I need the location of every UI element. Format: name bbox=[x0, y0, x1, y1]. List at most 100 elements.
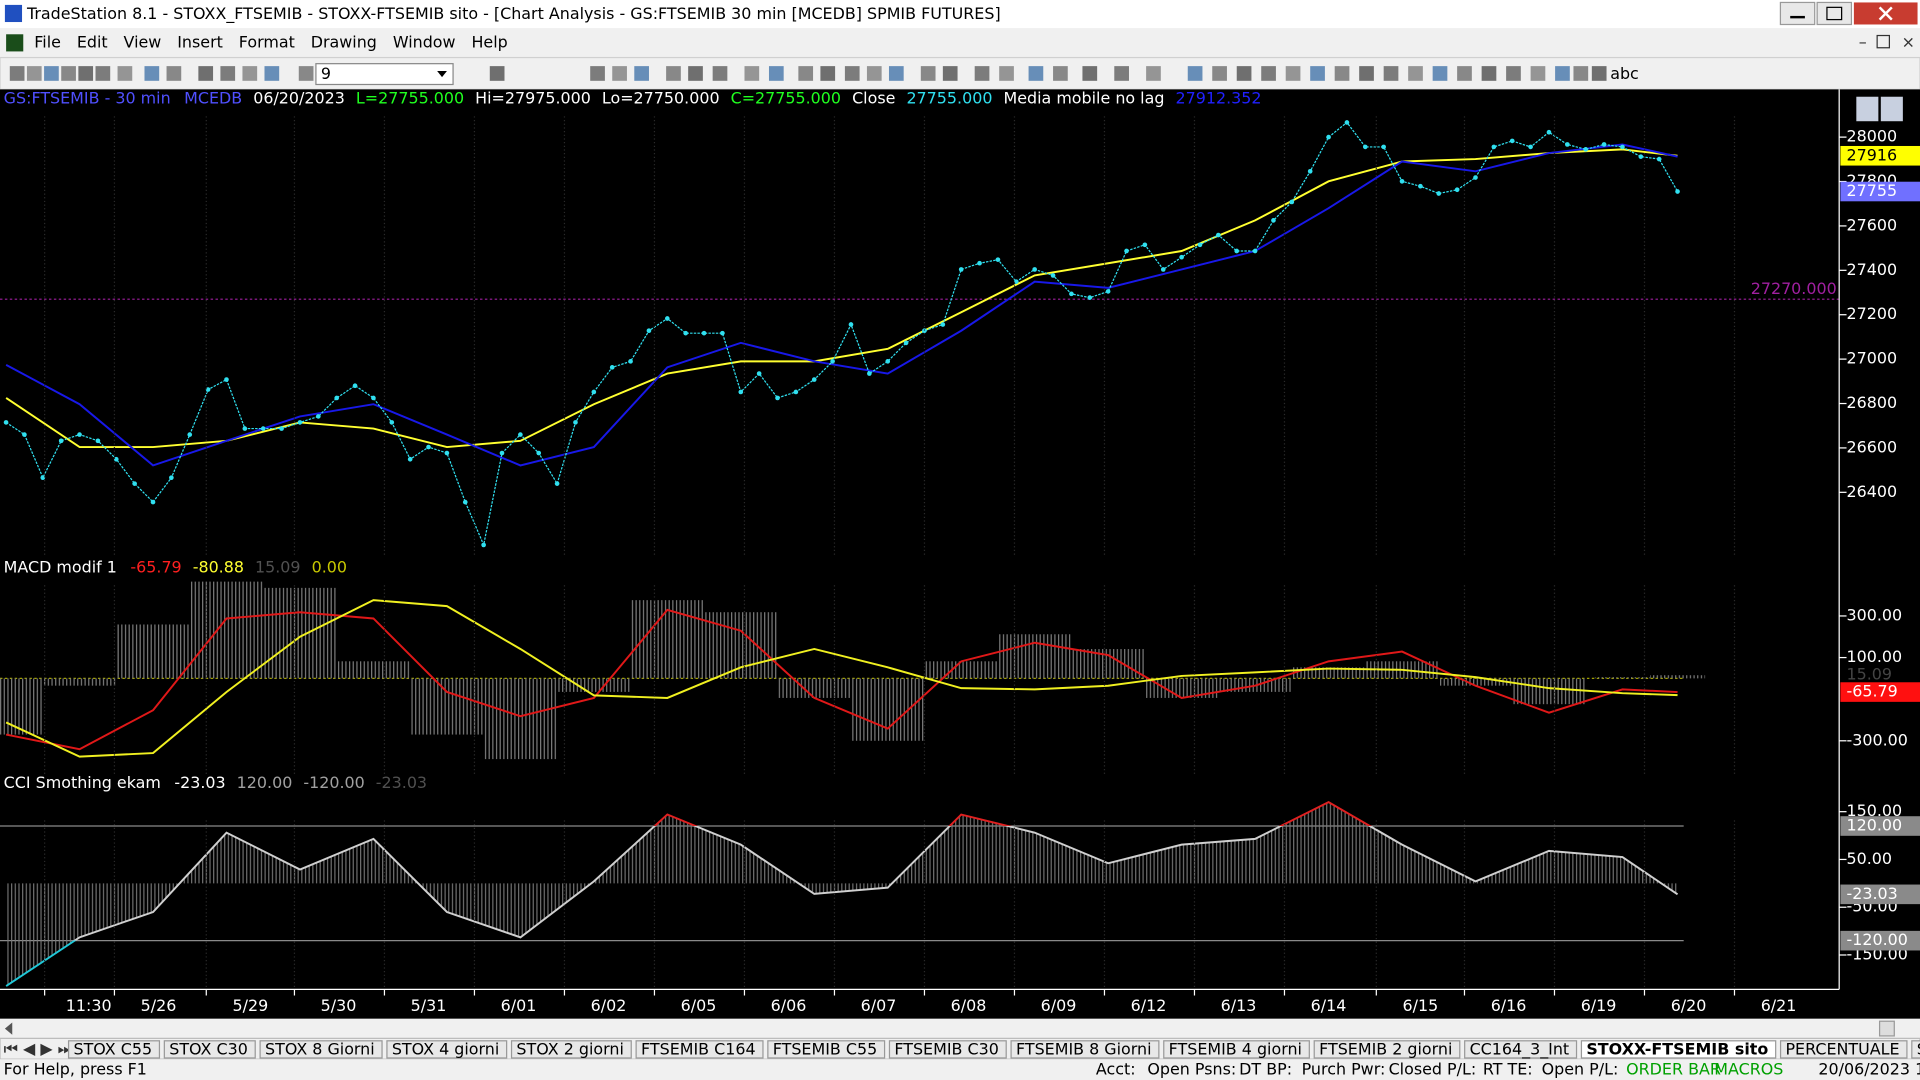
toolbar-icon[interactable] bbox=[688, 66, 703, 81]
tab[interactable] bbox=[888, 1040, 1007, 1059]
tab[interactable] bbox=[1911, 1040, 1920, 1059]
toolbar-icon[interactable] bbox=[1555, 66, 1570, 81]
tab[interactable] bbox=[1010, 1040, 1160, 1059]
toolbar-icon[interactable] bbox=[820, 66, 836, 81]
tab-label[interactable]: FTSEMIB 4 giorni bbox=[1169, 1040, 1302, 1059]
toolbar-icon[interactable] bbox=[866, 66, 882, 81]
tab[interactable] bbox=[259, 1040, 383, 1059]
minimize-button[interactable] bbox=[1779, 1, 1816, 26]
menu-item[interactable]: Drawing bbox=[311, 32, 377, 51]
toolbar-icon[interactable] bbox=[666, 66, 681, 81]
tab-label[interactable]: STOX vs BUND bbox=[1917, 1040, 1920, 1059]
toolbar-icon[interactable] bbox=[798, 66, 814, 81]
toolbar-icon[interactable] bbox=[590, 66, 605, 81]
menu-item[interactable]: File bbox=[34, 32, 61, 51]
tab[interactable] bbox=[767, 1040, 886, 1059]
toolbar-icon[interactable] bbox=[78, 66, 94, 81]
toolbar-icon[interactable] bbox=[1506, 66, 1521, 81]
toolbar-icon[interactable] bbox=[1146, 66, 1161, 81]
toolbar-icon[interactable] bbox=[489, 66, 505, 81]
chart-min-button[interactable] bbox=[1856, 96, 1879, 122]
tab[interactable] bbox=[1313, 1040, 1461, 1059]
toolbar-icon[interactable] bbox=[768, 66, 784, 81]
tab-label[interactable]: STOX C30 bbox=[169, 1040, 248, 1059]
toolbar-icon[interactable] bbox=[920, 66, 936, 81]
tab[interactable] bbox=[67, 1040, 161, 1059]
tab-nav[interactable]: ⏮ ◀ ▶ ⏭ bbox=[4, 1039, 72, 1058]
tab-label[interactable]: FTSEMIB 2 giorni bbox=[1319, 1040, 1452, 1059]
tab-label[interactable]: CC164_3_Int bbox=[1470, 1040, 1570, 1060]
toolbar-icon[interactable] bbox=[9, 66, 25, 81]
toolbar-icon[interactable] bbox=[242, 66, 258, 81]
toolbar-icon[interactable] bbox=[1359, 66, 1374, 81]
scrollbar[interactable] bbox=[0, 1018, 1920, 1039]
toolbar-icon[interactable] bbox=[1285, 66, 1301, 81]
tab-label[interactable]: FTSEMIB C30 bbox=[894, 1040, 998, 1059]
tab[interactable] bbox=[1779, 1040, 1908, 1059]
tab-label[interactable]: FTSEMIB C164 bbox=[641, 1040, 756, 1059]
toolbar-icon[interactable] bbox=[1481, 66, 1497, 81]
toolbar-icon[interactable] bbox=[1334, 66, 1350, 81]
mdi-restore[interactable] bbox=[1876, 34, 1890, 49]
toolbar-icon[interactable] bbox=[942, 66, 958, 81]
toolbar-icon[interactable] bbox=[1591, 66, 1607, 81]
scroll-left[interactable] bbox=[4, 1022, 13, 1035]
tab-label[interactable]: PERCENTUALE bbox=[1785, 1040, 1899, 1059]
toolbar-icon[interactable] bbox=[1028, 66, 1044, 81]
toolbar-icon[interactable] bbox=[1261, 66, 1276, 81]
toolbar-icon[interactable] bbox=[264, 66, 280, 81]
toolbar-icon[interactable] bbox=[198, 66, 214, 81]
toolbar-icon[interactable] bbox=[95, 66, 111, 81]
toolbar-icon[interactable] bbox=[144, 66, 160, 81]
toolbar-icon[interactable] bbox=[44, 66, 59, 81]
toolbar-icon[interactable] bbox=[712, 66, 728, 81]
menu-item[interactable]: Help bbox=[471, 32, 507, 51]
tab[interactable] bbox=[163, 1040, 256, 1059]
tab[interactable] bbox=[510, 1040, 632, 1059]
tab-label[interactable]: STOX 8 Giorni bbox=[265, 1040, 375, 1059]
menu-item[interactable]: Edit bbox=[77, 32, 108, 51]
toolbar-icon[interactable] bbox=[1383, 66, 1399, 81]
toolbar-icon[interactable] bbox=[1236, 66, 1252, 81]
text-tool[interactable]: abc bbox=[1610, 64, 1639, 83]
maximize-button[interactable] bbox=[1816, 1, 1853, 26]
toolbar-icon[interactable] bbox=[1408, 66, 1423, 81]
toolbar-icon[interactable] bbox=[612, 66, 627, 81]
toolbar-icon[interactable] bbox=[1432, 66, 1448, 81]
mdi-minimize[interactable]: – bbox=[1859, 32, 1867, 51]
tab-label[interactable]: FTSEMIB C55 bbox=[773, 1040, 877, 1059]
menu-item[interactable]: Window bbox=[393, 32, 456, 51]
scroll-thumb[interactable] bbox=[1878, 1020, 1895, 1037]
tab[interactable] bbox=[386, 1040, 508, 1059]
toolbar-icon[interactable] bbox=[1573, 66, 1589, 81]
toolbar-icon[interactable] bbox=[61, 66, 76, 81]
toolbar-icon[interactable] bbox=[1530, 66, 1546, 81]
toolbar-icon[interactable] bbox=[166, 66, 182, 81]
tab-label[interactable]: STOX 2 giorni bbox=[516, 1040, 623, 1059]
toolbar-icon[interactable] bbox=[298, 66, 314, 81]
toolbar-icon[interactable] bbox=[999, 66, 1014, 81]
mdi-close[interactable]: × bbox=[1902, 32, 1915, 51]
toolbar-icon[interactable] bbox=[1082, 66, 1098, 81]
toolbar-icon[interactable] bbox=[1114, 66, 1129, 81]
tab-label[interactable]: FTSEMIB 8 Giorni bbox=[1016, 1040, 1152, 1059]
toolbar-icon[interactable] bbox=[1310, 66, 1325, 81]
tab[interactable] bbox=[1580, 1040, 1777, 1059]
symbol-combo[interactable] bbox=[315, 63, 454, 86]
tab-label[interactable]: STOXX-FTSEMIB sito bbox=[1586, 1040, 1768, 1059]
tab[interactable] bbox=[635, 1040, 764, 1059]
toolbar-icon[interactable] bbox=[117, 66, 133, 81]
menu-item[interactable]: Insert bbox=[177, 32, 223, 51]
toolbar-icon[interactable] bbox=[744, 66, 760, 81]
toolbar-icon[interactable] bbox=[1212, 66, 1227, 81]
toolbar-icon[interactable] bbox=[1053, 66, 1068, 81]
tab[interactable] bbox=[1163, 1040, 1310, 1059]
toolbar-icon[interactable] bbox=[26, 66, 42, 81]
tab[interactable] bbox=[1464, 1040, 1578, 1059]
toolbar-icon[interactable] bbox=[1457, 66, 1472, 81]
toolbar-icon[interactable] bbox=[1187, 66, 1203, 81]
toolbar-icon[interactable] bbox=[844, 66, 860, 81]
tab-label[interactable]: STOX 4 giorni bbox=[392, 1040, 499, 1059]
toolbar-icon[interactable] bbox=[220, 66, 236, 81]
tab-label[interactable]: STOX C55 bbox=[73, 1040, 152, 1059]
